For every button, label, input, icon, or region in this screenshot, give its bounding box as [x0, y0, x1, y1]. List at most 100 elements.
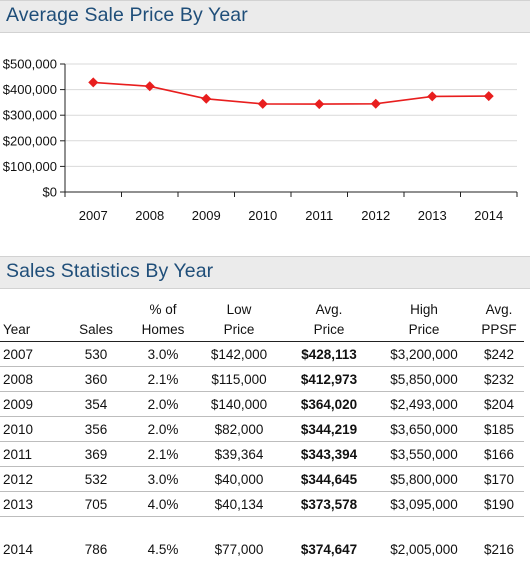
x-tick-label: 2007 — [79, 208, 108, 223]
cell-low: $40,000 — [214, 471, 264, 487]
series-average-price — [88, 77, 494, 110]
cell-ppsf: $204 — [483, 396, 515, 412]
cell-ppsf: $232 — [483, 371, 515, 387]
cell-avg: $364,020 — [300, 396, 358, 412]
cell-avg: $344,645 — [300, 471, 358, 487]
cell-pct: 2.0% — [147, 396, 179, 412]
y-tick-label: $100,000 — [3, 159, 57, 174]
cell-pct: 2.0% — [147, 421, 179, 437]
table-row: 2010 356 2.0% $82,000 $344,219 $3,650,000 $185 — [0, 417, 524, 442]
cell-ppsf: $166 — [483, 446, 515, 462]
data-point — [144, 81, 155, 92]
cell-year: 2011 — [3, 446, 33, 462]
cell-pct: 2.1% — [147, 371, 179, 387]
column-header-low: Low Price — [194, 300, 284, 342]
cell-ppsf: $242 — [483, 346, 515, 362]
cell-high: $2,005,000 — [390, 541, 458, 557]
cell-sales: 705 — [84, 496, 108, 512]
data-point — [370, 98, 381, 109]
data-point — [427, 91, 438, 102]
cell-low: $39,364 — [214, 446, 264, 462]
cell-sales: 369 — [84, 446, 108, 462]
sales-statistics-table: Year Sales% of Homes Low Price Avg. Price Hi… — [0, 300, 524, 561]
cell-year: 2008 — [3, 371, 34, 387]
y-tick-label: $400,000 — [3, 82, 57, 97]
table-row: 2014 786 4.5% $77,000 $374,647 $2,005,000 $216 — [0, 537, 524, 561]
cell-pct: 3.0% — [147, 471, 179, 487]
cell-high: $5,850,000 — [390, 371, 458, 387]
x-tick-label: 2010 — [248, 208, 277, 223]
column-header-pct: % of Homes — [132, 300, 194, 342]
cell-high: $3,650,000 — [390, 421, 458, 437]
cell-year: 2009 — [3, 396, 34, 412]
cell-ppsf: $190 — [483, 496, 515, 512]
cell-low: $40,134 — [214, 496, 264, 512]
cell-low: $115,000 — [211, 371, 267, 387]
average-price-line-chart: $0 $100,000 $200,000 $300,000 $400,000 $500,0… — [3, 57, 518, 223]
cell-year: 2014 — [3, 541, 34, 557]
x-tick-label: 2014 — [474, 208, 503, 223]
x-axis-tick-labels: 2007 2008 2009 2010 2011 2012 2013 2014 — [79, 208, 503, 223]
cell-sales: 360 — [84, 371, 108, 387]
cell-sales: 356 — [84, 421, 108, 437]
data-point — [314, 99, 325, 110]
stats-title-banner: Sales Statistics By Year — [0, 256, 530, 289]
x-tick-label: 2012 — [361, 208, 390, 223]
cell-low: $77,000 — [214, 541, 264, 557]
cell-year: 2013 — [3, 496, 34, 512]
cell-year: 2007 — [3, 346, 34, 362]
cell-low: $140,000 — [210, 396, 268, 412]
column-header-year: Year — [0, 300, 60, 342]
cell-high: $3,095,000 — [390, 496, 458, 512]
column-header-ppsf: Avg. PPSF — [474, 300, 524, 342]
cell-year: 2010 — [3, 421, 34, 437]
data-point — [88, 77, 99, 88]
column-header-avg: Avg. Price — [284, 300, 374, 342]
cell-sales: 532 — [84, 471, 108, 487]
cell-ppsf: $170 — [483, 471, 515, 487]
cell-avg: $343,394 — [300, 446, 358, 462]
table-row: 2013 705 4.0% $40,134 $373,578 $3,095,000 $190 — [0, 492, 524, 517]
cell-pct: 2.1% — [147, 446, 179, 462]
cell-pct: 4.5% — [147, 541, 179, 557]
cell-year: 2012 — [3, 471, 34, 487]
table-row: 2011 369 2.1% $39,364 $343,394 $3,550,000 $166 — [0, 442, 524, 467]
y-tick-label: $300,000 — [3, 108, 57, 123]
data-point — [257, 98, 268, 109]
table-body: 2007 530 3.0% $142,000 $428,113 $3,200,000 $24… — [0, 342, 524, 562]
data-point — [201, 93, 212, 104]
y-tick-label: $500,000 — [3, 57, 57, 72]
cell-pct: 3.0% — [147, 346, 179, 362]
cell-ppsf: $185 — [483, 421, 515, 437]
cell-low: $142,000 — [210, 346, 268, 362]
y-tick-label: $0 — [43, 185, 57, 200]
cell-sales: 530 — [84, 346, 108, 362]
table-spacer-row — [0, 517, 524, 538]
column-header-high: High Price — [374, 300, 474, 342]
cell-avg: $428,113 — [301, 346, 357, 362]
cell-high: $5,800,000 — [390, 471, 458, 487]
cell-avg: $344,219 — [300, 421, 358, 437]
stats-title: Sales Statistics By Year — [6, 260, 214, 282]
column-header-sales: Sales — [60, 300, 132, 342]
chart-axes — [60, 63, 518, 197]
cell-ppsf: $216 — [483, 541, 515, 557]
x-tick-label: 2013 — [418, 208, 447, 223]
cell-avg: $374,647 — [300, 541, 358, 557]
series-line — [93, 81, 489, 105]
data-point — [483, 91, 494, 102]
chart-gridlines — [65, 63, 517, 167]
chart-title-banner: Average Sale Price By Year — [0, 0, 530, 33]
chart-title: Average Sale Price By Year — [6, 4, 248, 26]
table-row: 2012 532 3.0% $40,000 $344,645 $5,800,000 $170 — [0, 467, 524, 492]
cell-high: $3,200,000 — [390, 346, 458, 362]
table-header-row: Year Sales% of Homes Low Price Avg. Price Hi… — [0, 300, 524, 342]
cell-pct: 4.0% — [147, 496, 179, 512]
table-row: 2008 360 2.1% $115,000 $412,973 $5,850,000 $23… — [0, 367, 524, 392]
x-tick-label: 2011 — [305, 208, 333, 223]
cell-avg: $412,973 — [300, 371, 358, 387]
x-tick-label: 2008 — [135, 208, 164, 223]
y-axis-tick-labels: $0 $100,000 $200,000 $300,000 $400,000 $500,0… — [3, 57, 57, 200]
table-row: 2009 354 2.0% $140,000 $364,020 $2,493,000 $20… — [0, 392, 524, 417]
cell-sales: 786 — [84, 541, 108, 557]
